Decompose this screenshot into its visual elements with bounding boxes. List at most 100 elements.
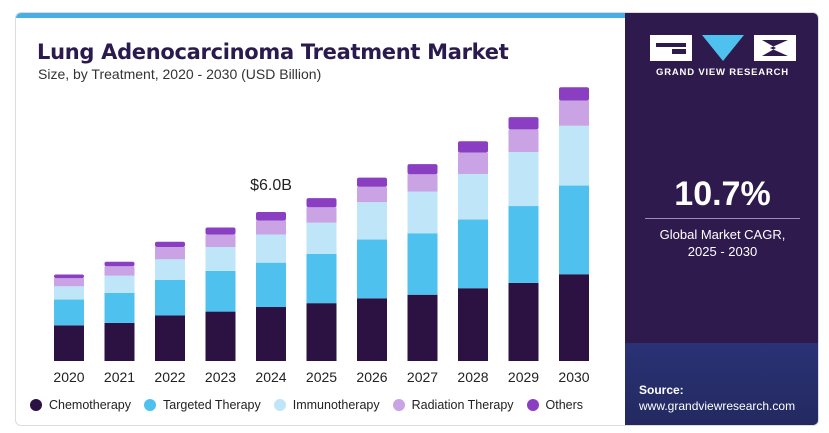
bar-segment-immunotherapy-2023 [205,247,236,271]
x-tick-label-2023: 2023 [205,369,236,385]
legend-swatch [144,399,156,411]
bar-segment-radiation-therapy-2020 [54,278,84,287]
bar-segment-targeted-therapy-2022 [155,279,185,316]
legend-item-others: Others [526,398,584,412]
x-tick-label-2024: 2024 [255,369,286,385]
bar-segment-chemotherapy-2025 [306,303,337,361]
accent-top-bar [16,13,625,18]
legend-label: Radiation Therapy [411,398,514,412]
legend-swatch [273,399,286,411]
bar-segment-immunotherapy-2020 [54,286,84,300]
bar-segment-others-2030 [559,87,589,101]
legend-item-immunotherapy: Immunotherapy [273,398,380,412]
bar-segment-radiation-therapy-2022 [155,247,185,260]
bar-segment-others-2028 [458,141,488,153]
bar-segment-immunotherapy-2029 [508,152,539,207]
bar-segment-radiation-therapy-2023 [205,234,236,248]
bar-segment-immunotherapy-2030 [559,125,589,186]
legend-item-targeted-therapy: Targeted Therapy [144,398,261,412]
bar-segment-targeted-therapy-2027 [407,233,438,295]
chart-legend: Chemotherapy Targeted Therapy Immunotherap… [30,398,596,412]
bar-segment-others-2021 [104,261,135,267]
legend-label: Others [545,398,584,412]
bar-segment-others-2029 [508,117,539,130]
chart-panel: Lung Adenocarcinoma Treatment Market Siz… [16,18,625,425]
bar-segment-radiation-therapy-2028 [458,152,488,174]
bar-segment-targeted-therapy-2030 [559,185,589,275]
data-label-2024: $6.0B [250,177,292,194]
cagr-divider [645,218,800,219]
legend-item-radiation-therapy: Radiation Therapy [392,398,514,412]
bar-segment-targeted-therapy-2026 [357,239,387,299]
bar-segment-chemotherapy-2029 [508,282,539,361]
bar-segment-others-2020 [54,274,84,279]
bar-segment-radiation-therapy-2030 [559,100,589,126]
bar-segment-targeted-therapy-2023 [205,270,236,312]
x-tick-label-2030: 2030 [558,369,589,385]
brand-name: GRAND VIEW RESEARCH [656,67,789,78]
bar-segment-chemotherapy-2022 [155,315,185,361]
bar-segment-immunotherapy-2024 [256,234,286,263]
bar-segment-targeted-therapy-2025 [306,253,337,304]
bar-segment-radiation-therapy-2026 [357,186,387,203]
bar-segment-chemotherapy-2030 [559,274,589,361]
x-tick-label-2029: 2029 [508,369,539,385]
bar-segment-radiation-therapy-2027 [407,174,438,192]
cagr-label-line2: 2025 - 2030 [687,244,758,259]
legend-swatch [526,399,539,411]
legend-label: Immunotherapy [292,398,380,412]
x-tick-label-2020: 2020 [53,369,84,385]
bar-segment-radiation-therapy-2029 [508,129,539,153]
legend-item-chemotherapy: Chemotherapy [30,398,131,412]
stacked-bar-chart: 2020 2021 2022 2023 2024 $6.0B 2025 2026 2027 202… [53,87,590,385]
bar-segment-others-2026 [357,177,387,187]
bar-segment-targeted-therapy-2029 [508,206,539,283]
chart-title: Lung Adenocarcinoma Treatment Market [37,40,509,64]
bar-segment-chemotherapy-2026 [357,298,387,361]
bar-segment-immunotherapy-2021 [104,275,135,293]
cagr-value: 10.7% [674,175,771,213]
bar-segment-radiation-therapy-2025 [306,207,337,223]
source-panel [625,343,818,425]
legend-swatch [392,399,405,411]
bar-segment-others-2023 [205,227,236,235]
bar-segment-immunotherapy-2028 [458,173,488,220]
x-tick-label-2027: 2027 [407,369,438,385]
x-tick-label-2025: 2025 [306,369,337,385]
report-card: Lung Adenocarcinoma Treatment Market Siz… [15,12,819,426]
bar-segment-chemotherapy-2020 [54,325,84,361]
cagr-label: Global Market CAGR, 2025 - 2030 [625,226,818,260]
bar-segment-immunotherapy-2026 [357,202,387,240]
bar-segment-immunotherapy-2022 [155,259,185,280]
sidebar-panel: GRAND VIEW RESEARCH 10.7% Global Market … [625,13,818,425]
legend-label: Targeted Therapy [163,398,261,412]
bar-segment-chemotherapy-2021 [104,322,135,361]
bar-segment-chemotherapy-2024 [256,307,286,361]
bar-segment-others-2027 [407,164,438,175]
bar-segment-radiation-therapy-2024 [256,220,286,235]
bar-segment-immunotherapy-2025 [306,222,337,254]
source-link[interactable]: www.grandviewresearch.com [639,399,796,413]
bar-segment-chemotherapy-2027 [407,294,438,361]
grand-view-research-logo-icon [650,35,796,61]
bar-segment-targeted-therapy-2021 [104,292,135,323]
bar-segment-others-2022 [155,241,185,248]
cagr-label-line1: Global Market CAGR, [659,227,786,242]
chart-subtitle: Size, by Treatment, 2020 - 2030 (USD Bil… [38,66,322,82]
bar-segment-radiation-therapy-2021 [104,266,135,276]
source-label: Source: [639,383,684,397]
bar-segment-targeted-therapy-2024 [256,262,286,308]
legend-swatch [30,399,42,411]
bar-segment-targeted-therapy-2028 [458,219,488,289]
bar-segment-chemotherapy-2028 [458,288,488,361]
x-tick-label-2021: 2021 [104,369,135,385]
bar-segment-others-2025 [306,198,337,208]
x-tick-label-2026: 2026 [356,369,387,385]
x-tick-label-2022: 2022 [154,369,185,385]
bar-segment-others-2024 [256,212,286,221]
bar-segment-targeted-therapy-2020 [54,299,84,326]
legend-label: Chemotherapy [49,398,131,412]
x-tick-label-2028: 2028 [457,369,488,385]
bar-segment-immunotherapy-2027 [407,191,438,234]
bar-segment-chemotherapy-2023 [205,311,236,361]
